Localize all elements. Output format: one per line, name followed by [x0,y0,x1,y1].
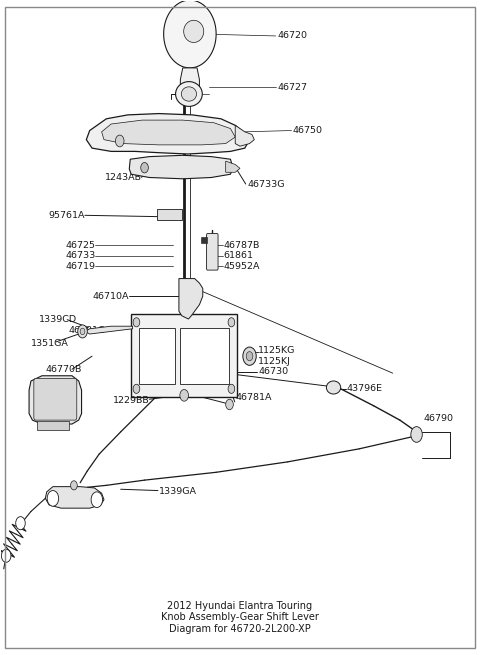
FancyBboxPatch shape [180,328,229,384]
Text: 46787B: 46787B [223,241,260,250]
Circle shape [16,517,25,530]
Ellipse shape [176,82,202,106]
Circle shape [133,318,140,327]
Polygon shape [45,487,104,508]
Text: 95761A: 95761A [48,211,85,220]
Polygon shape [102,120,235,145]
Circle shape [133,384,140,394]
Circle shape [228,384,235,394]
Circle shape [47,491,59,506]
FancyBboxPatch shape [131,314,237,397]
Text: 46770B: 46770B [45,365,82,374]
Text: 46781C: 46781C [68,326,105,335]
Circle shape [411,426,422,442]
Polygon shape [180,68,199,92]
Polygon shape [226,161,240,172]
Circle shape [91,492,103,508]
Polygon shape [235,125,254,146]
Circle shape [78,325,87,338]
FancyBboxPatch shape [34,379,77,420]
Polygon shape [86,113,249,154]
Circle shape [243,347,256,365]
Circle shape [141,162,148,173]
Text: 46730: 46730 [258,367,288,377]
Text: 46719: 46719 [65,262,96,271]
Text: 46733: 46733 [65,252,96,260]
Text: 43796E: 43796E [347,384,383,393]
Circle shape [1,550,11,562]
Ellipse shape [181,87,197,101]
Ellipse shape [326,381,341,394]
Text: 2012 Hyundai Elantra Touring
Knob Assembly-Gear Shift Lever
Diagram for 46720-2L: 2012 Hyundai Elantra Touring Knob Assemb… [161,601,319,634]
FancyBboxPatch shape [201,237,207,244]
FancyBboxPatch shape [36,421,69,430]
Circle shape [180,390,189,402]
Text: 1243AB: 1243AB [105,173,142,182]
Text: 46733G: 46733G [247,179,285,189]
FancyBboxPatch shape [139,328,175,384]
Polygon shape [129,155,233,179]
Circle shape [71,481,77,490]
Text: 1339CD: 1339CD [38,315,77,324]
Text: 46781A: 46781A [235,394,272,402]
Text: 1339GA: 1339GA [159,487,197,496]
Text: 45952A: 45952A [223,262,260,271]
Ellipse shape [184,20,204,43]
Polygon shape [179,278,203,319]
Text: 46710A: 46710A [93,291,129,301]
Text: 61861: 61861 [223,252,253,260]
Polygon shape [85,326,132,334]
Text: 1125KG: 1125KG [258,346,296,356]
Circle shape [246,352,253,361]
Text: 1351GA: 1351GA [31,339,69,348]
FancyBboxPatch shape [157,210,182,220]
Circle shape [228,318,235,327]
Polygon shape [164,0,216,68]
Text: 46720: 46720 [277,31,307,41]
Polygon shape [29,376,82,424]
Text: 1125KJ: 1125KJ [258,357,291,366]
FancyBboxPatch shape [206,234,218,270]
Text: 46725: 46725 [65,241,96,250]
Circle shape [116,135,124,147]
Text: 95840: 95840 [34,407,64,415]
Circle shape [80,328,85,335]
Text: 46790: 46790 [423,415,453,423]
Text: 46727: 46727 [277,83,307,92]
Circle shape [226,400,233,409]
Text: 46750: 46750 [292,126,323,135]
Text: 1229BB: 1229BB [113,396,149,405]
